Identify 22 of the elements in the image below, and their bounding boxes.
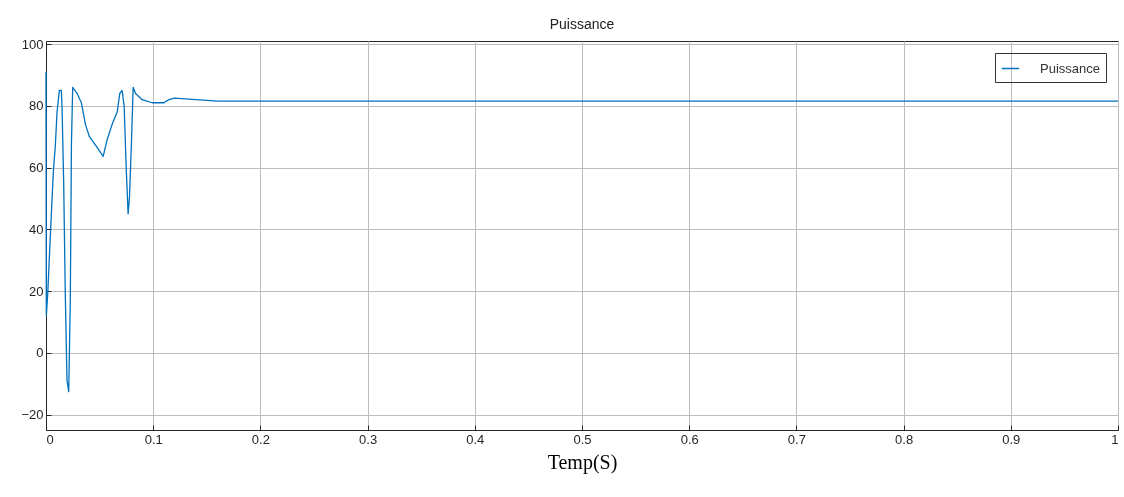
x-tick-label: 0.5	[573, 431, 592, 447]
x-tick-label: 0	[46, 431, 54, 447]
x-tick-label: 0.4	[466, 431, 485, 447]
y-tick-label: 60	[29, 160, 44, 176]
x-tick-label: 0.1	[144, 431, 163, 447]
y-tick-label: 20	[29, 283, 44, 299]
x-tick-label: 0.7	[787, 431, 806, 447]
line-series	[45, 71, 1119, 393]
legend-label: Puissance	[1040, 60, 1100, 76]
y-tick-label: −20	[21, 407, 44, 423]
chart-title: Puissance	[549, 16, 615, 33]
x-tick-label: 0.8	[895, 431, 914, 447]
x-tick-label: 0.2	[251, 431, 270, 447]
x-tick-label: 1	[1111, 431, 1119, 447]
x-axis-title: Temp(S)	[547, 450, 618, 474]
y-tick-label: 100	[21, 36, 44, 52]
y-tick-label: 0	[36, 345, 44, 361]
y-tick-label: 40	[29, 221, 44, 237]
x-tick-label: 0.9	[1002, 431, 1021, 447]
x-tick-label: 0.6	[680, 431, 699, 447]
x-tick-label: 0.3	[359, 431, 378, 447]
y-tick-label: 80	[29, 98, 44, 114]
